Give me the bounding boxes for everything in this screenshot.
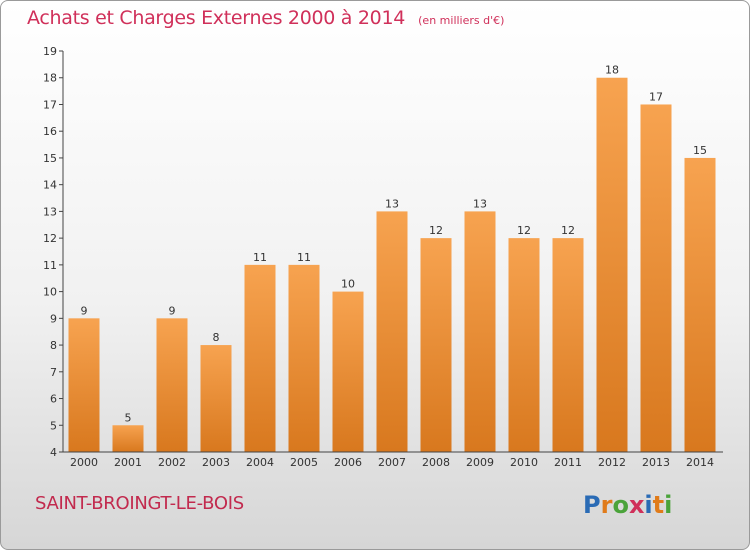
x-tick-label-2009: 2009 bbox=[466, 456, 494, 469]
commune-name: SAINT-BROINGT-LE-BOIS bbox=[35, 493, 244, 514]
y-tick-label-10: 10 bbox=[43, 286, 57, 299]
y-tick-label-11: 11 bbox=[43, 259, 57, 272]
chart-subtitle: (en milliers d'€) bbox=[418, 14, 505, 27]
y-tick-label-12: 12 bbox=[43, 232, 57, 245]
y-tick-label-16: 16 bbox=[43, 125, 57, 138]
x-tick-label-2012: 2012 bbox=[598, 456, 626, 469]
data-label-2003: 8 bbox=[213, 331, 220, 344]
logo-letter: i bbox=[664, 491, 673, 519]
data-label-2011: 12 bbox=[561, 224, 575, 237]
x-tick-label-2003: 2003 bbox=[202, 456, 230, 469]
logo-letter: i bbox=[644, 491, 653, 519]
bar-2004 bbox=[244, 264, 276, 452]
y-tick-label-18: 18 bbox=[43, 72, 57, 85]
data-label-2000: 9 bbox=[81, 304, 88, 317]
x-tick-label-2014: 2014 bbox=[686, 456, 714, 469]
x-tick-label-2001: 2001 bbox=[114, 456, 142, 469]
logo-letter: P bbox=[583, 491, 601, 519]
logo-letter: r bbox=[600, 491, 613, 519]
data-label-2002: 9 bbox=[169, 304, 176, 317]
x-tick-label-2007: 2007 bbox=[378, 456, 406, 469]
x-tick-label-2000: 2000 bbox=[70, 456, 98, 469]
y-tick-label-17: 17 bbox=[43, 98, 57, 111]
data-label-2014: 15 bbox=[693, 144, 707, 157]
y-tick-label-14: 14 bbox=[43, 179, 57, 192]
y-tick-label-6: 6 bbox=[50, 393, 57, 406]
y-tick-label-19: 19 bbox=[43, 45, 57, 58]
logo-letter: t bbox=[652, 491, 665, 519]
y-tick-label-4: 4 bbox=[50, 446, 57, 459]
bar-2005 bbox=[288, 264, 320, 452]
x-tick-label-2010: 2010 bbox=[510, 456, 538, 469]
bar-2001 bbox=[112, 425, 144, 452]
bar-2007 bbox=[376, 211, 408, 452]
bar-2000 bbox=[68, 318, 100, 452]
logo-letter: o bbox=[612, 491, 629, 519]
data-label-2013: 17 bbox=[649, 90, 663, 103]
bar-2013 bbox=[640, 104, 672, 452]
bar-2009 bbox=[464, 211, 496, 452]
x-tick-label-2011: 2011 bbox=[554, 456, 582, 469]
bar-2003 bbox=[200, 345, 232, 452]
y-tick-label-15: 15 bbox=[43, 152, 57, 165]
data-label-2001: 5 bbox=[125, 411, 132, 424]
data-label-2007: 13 bbox=[385, 197, 399, 210]
data-label-2010: 12 bbox=[517, 224, 531, 237]
axes-layer: 2000 2001 2002 2003 2004 2005 2006 2007 2008 2009… bbox=[43, 45, 723, 469]
y-tick-label-9: 9 bbox=[50, 312, 57, 325]
x-tick-label-2013: 2013 bbox=[642, 456, 670, 469]
y-tick-label-5: 5 bbox=[50, 419, 57, 432]
proxiti-logo: Proxiti bbox=[583, 491, 693, 525]
x-tick-label-2004: 2004 bbox=[246, 456, 274, 469]
logo-letter: x bbox=[628, 491, 645, 519]
data-label-2009: 13 bbox=[473, 197, 487, 210]
x-tick-label-2005: 2005 bbox=[290, 456, 318, 469]
data-label-2005: 11 bbox=[297, 251, 311, 264]
x-tick-label-2008: 2008 bbox=[422, 456, 450, 469]
y-tick-label-8: 8 bbox=[50, 339, 57, 352]
bar-2002 bbox=[156, 318, 188, 452]
bars-layer: 9 5 9 8 11 11 10 13 12 13 12 12 18 17 15 bbox=[68, 64, 716, 452]
bar-2010 bbox=[508, 238, 540, 452]
data-label-2004: 11 bbox=[253, 251, 267, 264]
y-tick-label-13: 13 bbox=[43, 205, 57, 218]
x-tick-label-2002: 2002 bbox=[158, 456, 186, 469]
data-label-2006: 10 bbox=[341, 278, 355, 291]
data-label-2008: 12 bbox=[429, 224, 443, 237]
bar-2006 bbox=[332, 291, 364, 452]
data-label-2012: 18 bbox=[605, 64, 619, 77]
y-tick-label-7: 7 bbox=[50, 366, 57, 379]
x-tick-label-2006: 2006 bbox=[334, 456, 362, 469]
bar-2011 bbox=[552, 238, 584, 452]
title-row: Achats et Charges Externes 2000 à 2014 (… bbox=[27, 7, 504, 29]
bar-2012 bbox=[596, 77, 628, 452]
chart-title: Achats et Charges Externes 2000 à 2014 bbox=[27, 7, 406, 29]
bar-2014 bbox=[684, 157, 716, 452]
bar-2008 bbox=[420, 238, 452, 452]
